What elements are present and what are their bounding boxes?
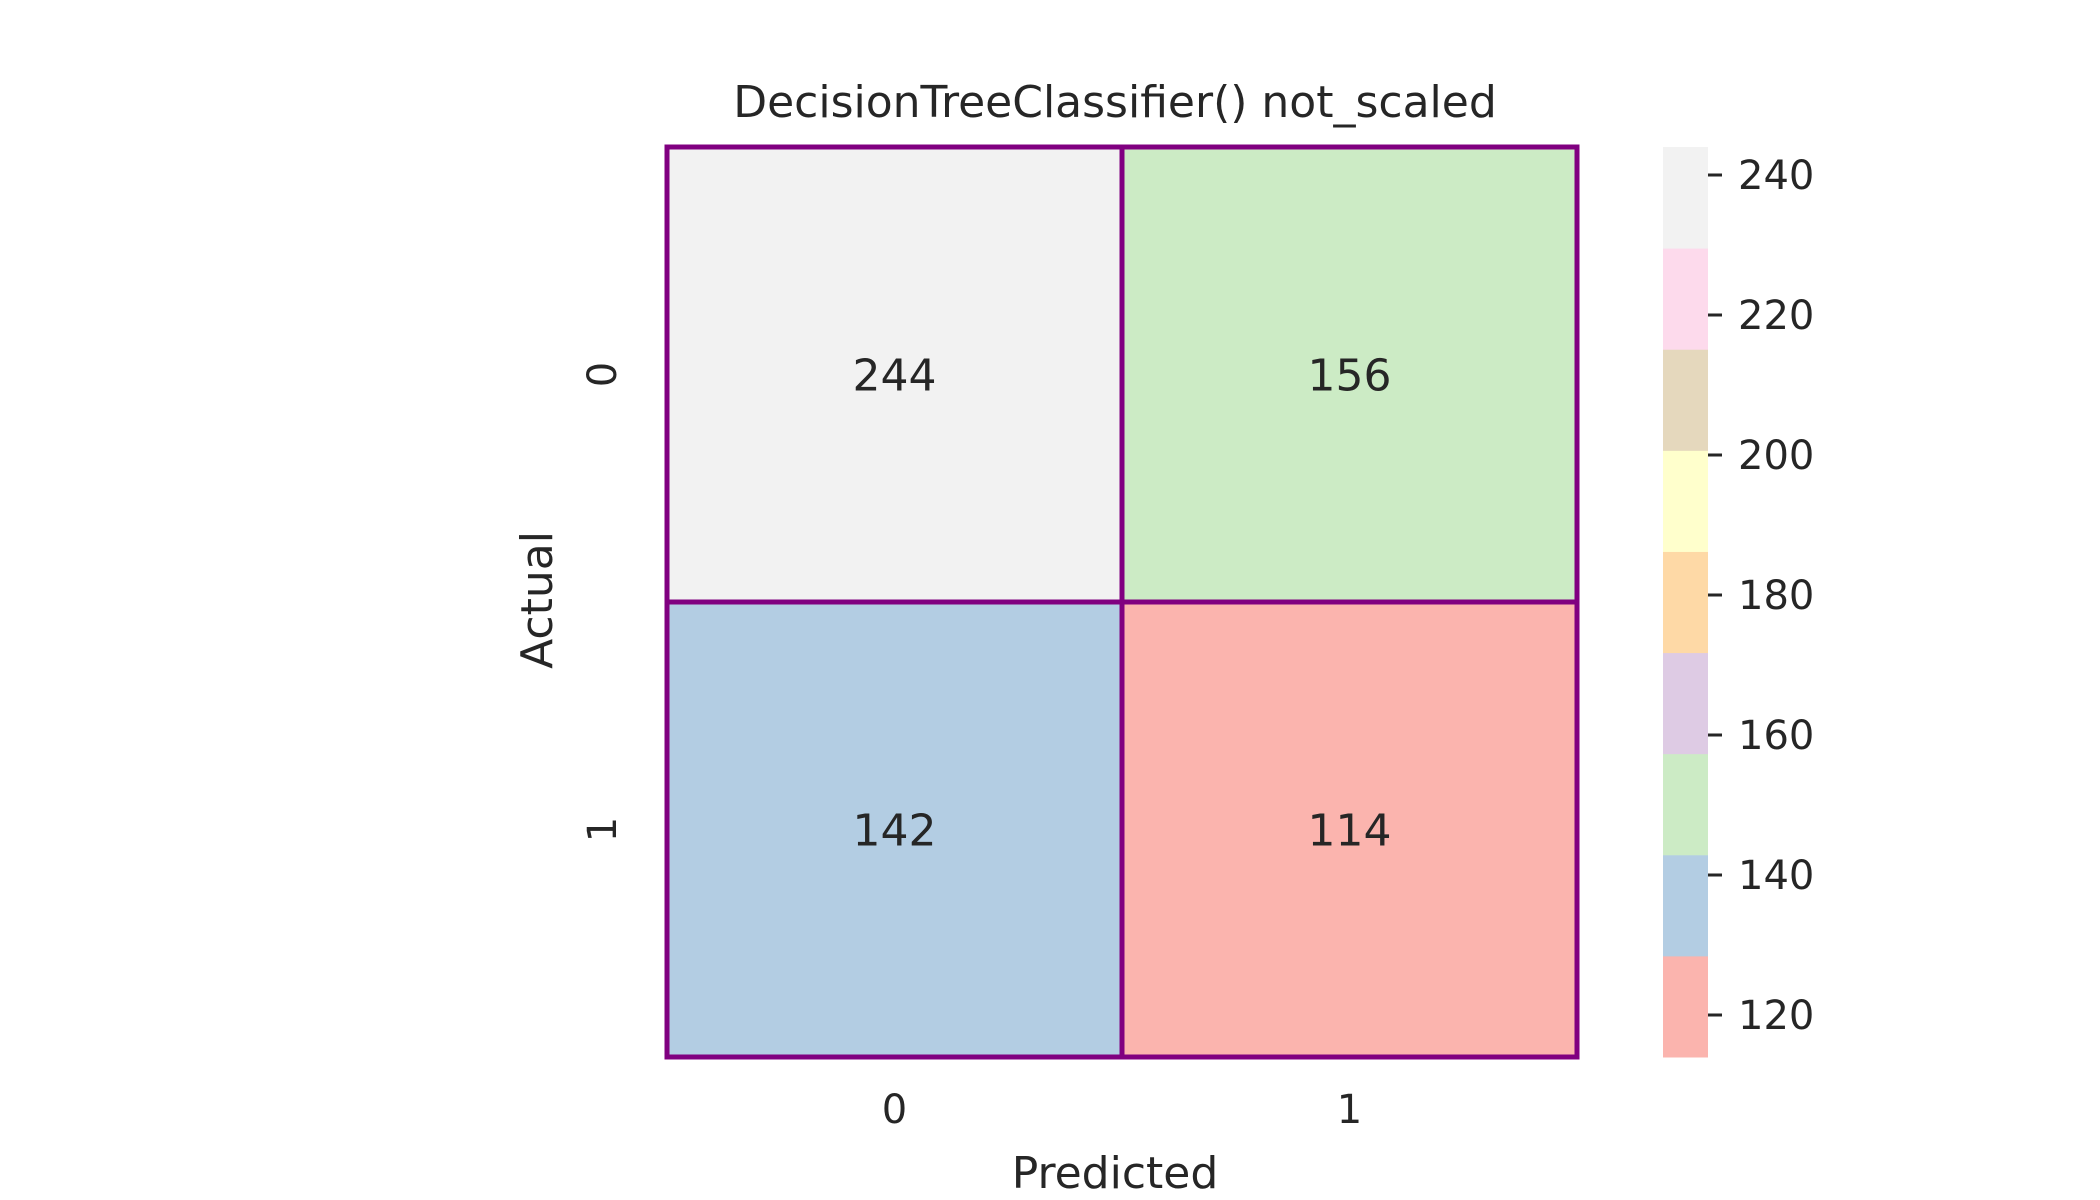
colorbar-tick-label: 240 bbox=[1738, 153, 1814, 199]
colorbar-tick-label: 140 bbox=[1738, 853, 1814, 899]
colorbar-segment bbox=[1663, 248, 1708, 350]
cell-value-label: 156 bbox=[1308, 351, 1392, 402]
colorbar-segment bbox=[1663, 854, 1708, 957]
chart-title: DecisionTreeClassifier() not_scaled bbox=[733, 77, 1497, 128]
colorbar: 120 140 160 180 200 220 240 bbox=[1663, 147, 1814, 1058]
colorbar-segment bbox=[1663, 349, 1708, 451]
cell-value-label: 114 bbox=[1308, 806, 1392, 857]
colorbar-segment bbox=[1663, 551, 1708, 654]
heatmap-cell-r0-c0 bbox=[664, 144, 1125, 605]
colorbar-tick-label: 200 bbox=[1738, 433, 1814, 479]
y-tick-labels: 01 bbox=[580, 362, 626, 842]
colorbar-tick-label: 180 bbox=[1738, 573, 1814, 619]
y-tick-label: 0 bbox=[580, 362, 626, 387]
heatmap-cells bbox=[664, 144, 1580, 1060]
colorbar-segment bbox=[1663, 753, 1708, 856]
heatmap-cell-r1-c0 bbox=[664, 599, 1125, 1060]
colorbar-segment bbox=[1663, 955, 1708, 1058]
heatmap-cell-r0-c1 bbox=[1119, 144, 1580, 605]
x-tick-label: 1 bbox=[1337, 1087, 1362, 1133]
colorbar-segment bbox=[1663, 652, 1708, 755]
y-axis-label: Actual bbox=[512, 531, 563, 669]
heatmap-cell-r1-c1 bbox=[1119, 599, 1580, 1060]
x-tick-label: 0 bbox=[882, 1087, 907, 1133]
heatmap-cell-labels: 244 156 142 114 bbox=[853, 351, 1392, 857]
colorbar-tick-label: 220 bbox=[1738, 293, 1814, 339]
y-tick-label: 1 bbox=[580, 817, 626, 842]
colorbar-segment bbox=[1663, 147, 1708, 249]
cell-value-label: 142 bbox=[853, 806, 937, 857]
x-axis-label: Predicted bbox=[1012, 1148, 1219, 1199]
colorbar-tick-label: 120 bbox=[1738, 993, 1814, 1039]
cell-value-label: 244 bbox=[853, 351, 937, 402]
colorbar-tick-label: 160 bbox=[1738, 713, 1814, 759]
colorbar-segment bbox=[1663, 450, 1708, 552]
